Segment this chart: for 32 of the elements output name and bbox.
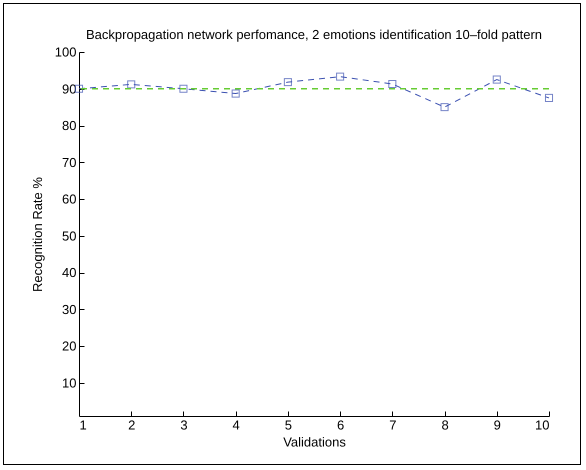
y-tick-label: 100 bbox=[54, 44, 76, 60]
point bbox=[284, 78, 292, 86]
y-axis-title: Recognition Rate % bbox=[30, 176, 45, 292]
point bbox=[492, 76, 501, 84]
x-tick-label: 2 bbox=[128, 418, 136, 432]
y-tick-label: 20 bbox=[62, 338, 76, 354]
y-tick-label: 50 bbox=[62, 228, 76, 244]
y-tick-label: 90 bbox=[62, 81, 76, 96]
y-tick-label: 40 bbox=[62, 265, 76, 280]
x-tick-label: 7 bbox=[389, 418, 396, 432]
x-tick-label: 1 bbox=[80, 418, 87, 432]
y-tick-label: 10 bbox=[62, 375, 76, 390]
point bbox=[388, 80, 396, 88]
point bbox=[232, 90, 240, 98]
x-tick-label: 8 bbox=[441, 418, 449, 432]
x-tick-label: 5 bbox=[284, 418, 292, 432]
point bbox=[179, 84, 188, 93]
x-tick-label: 10 bbox=[535, 418, 550, 432]
x-tick-label: 6 bbox=[336, 418, 344, 432]
x-tick-label: 4 bbox=[232, 418, 240, 432]
y-tick-label: 60 bbox=[62, 192, 76, 207]
point bbox=[544, 94, 554, 102]
chart-title: Backpropagation network perfomance, 2 emotions identification 10–fold pattern bbox=[86, 27, 542, 42]
point bbox=[440, 103, 449, 112]
x-tick-label: 3 bbox=[180, 418, 188, 432]
point bbox=[127, 80, 136, 88]
y-tick-label: 80 bbox=[62, 118, 76, 134]
y-tick-label: 70 bbox=[62, 154, 76, 170]
x-axis-title: Validations bbox=[283, 434, 346, 450]
y-tick-label: 30 bbox=[62, 302, 76, 317]
point bbox=[336, 72, 344, 81]
x-tick-label: 9 bbox=[494, 418, 501, 432]
